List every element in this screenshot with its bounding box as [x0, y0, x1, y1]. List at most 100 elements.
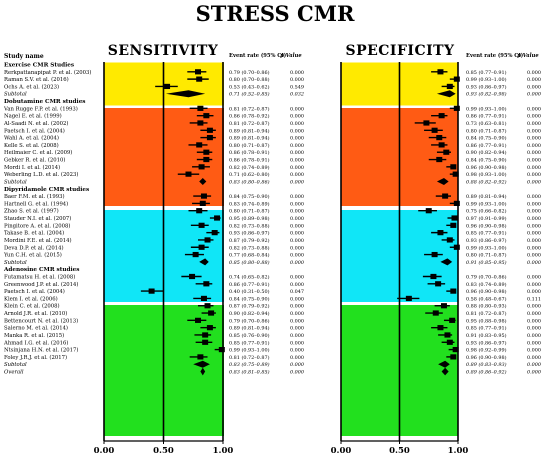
point-estimate-spec — [438, 113, 445, 119]
p-value-sens: 0.000 — [290, 355, 304, 361]
event-rate-sens: 0.86 (0.78–0.92) — [229, 113, 270, 120]
p-value-sens: 0.000 — [290, 362, 304, 368]
study-label: Paetsch I. et al. (2004) — [4, 127, 65, 134]
event-rate-sens: 0.77 (0.68–0.84) — [229, 252, 270, 259]
point-estimate-spec — [451, 215, 458, 221]
event-rate-sens: 0.87 (0.79–0.92) — [229, 303, 270, 310]
point-estimate-sens — [196, 76, 203, 82]
event-rate-spec: 0.95 (0.88–0.98) — [466, 317, 507, 324]
point-estimate-sens — [199, 200, 206, 206]
p-value-spec: 0.000 — [527, 216, 541, 222]
point-estimate-sens — [198, 164, 205, 170]
study-label: Gebker R. et al. (2010) — [4, 157, 65, 164]
point-estimate-spec — [436, 156, 443, 163]
p-value-sens: 0.000 — [290, 194, 304, 200]
event-rate-spec: 0.99 (0.93–1.00) — [466, 200, 507, 207]
point-estimate-spec — [443, 149, 450, 155]
event-rate-spec: 0.80 (0.71–0.87) — [466, 127, 507, 134]
group-heading: Dipyridamole CMR studies — [4, 187, 89, 193]
event-rate-spec: 0.96 (0.90–0.98) — [466, 354, 507, 361]
point-estimate-sens — [203, 281, 210, 287]
event-rate-spec: 0.93 (0.86–0.97) — [466, 339, 507, 346]
p-value-sens: 0.000 — [290, 274, 304, 280]
point-estimate-spec — [438, 142, 445, 148]
p-value-spec: 0.000 — [527, 92, 541, 98]
event-rate-sens: 0.82 (0.73–0.88) — [229, 244, 270, 251]
subtotal-label: Subtotal — [4, 362, 27, 368]
event-rate-sens: 0.71 (0.52–0.85) — [229, 91, 270, 98]
event-rate-sens: 0.93 (0.86–0.97) — [229, 230, 270, 237]
point-estimate-sens — [203, 149, 210, 155]
point-estimate-spec — [437, 230, 444, 236]
event-rate-sens: 0.85 (0.77–0.91) — [229, 339, 270, 346]
event-rate-spec: 0.93 (0.82–0.98) — [466, 91, 507, 98]
subtotal-diamond-sens — [199, 258, 209, 266]
p-value-sens: 0.549 — [290, 84, 304, 90]
p-value-sens: 0.000 — [290, 253, 304, 259]
study-label: Mordi I. et al. (2014) — [4, 164, 60, 171]
p-value-spec: 0.000 — [527, 84, 541, 90]
event-rate-sens: 0.99 (0.93–1.00) — [229, 347, 270, 354]
point-estimate-spec — [436, 135, 443, 141]
point-estimate-sens — [203, 113, 210, 119]
p-value-spec: 0.000 — [527, 333, 541, 339]
p-value-sens: 0.000 — [290, 260, 304, 266]
p-value-sens: 0.000 — [290, 333, 304, 339]
study-label: Bettencourt N. et al. (2013) — [4, 317, 78, 324]
event-rate-spec: 0.88 (0.82–0.92) — [466, 178, 507, 185]
study-label: Raman S.V. et al. (2016) — [4, 76, 69, 83]
event-rate-sens: 0.82 (0.74–0.89) — [229, 164, 270, 171]
p-value-spec: 0.000 — [527, 77, 541, 83]
event-rate-spec: 0.91 (0.83–0.95) — [466, 332, 507, 339]
study-label: Pingitore A. et al. (2008) — [4, 222, 70, 229]
event-rate-sens: 0.86 (0.78–0.91) — [229, 149, 270, 156]
event-rate-spec: 0.88 (0.80–0.93) — [466, 303, 507, 310]
event-rate-spec: 0.99 (0.93–1.00) — [466, 105, 507, 112]
study-label: Klein C. et al. (2008) — [4, 303, 60, 310]
p-value-sens: 0.000 — [290, 150, 304, 156]
column-header-p: p Value — [517, 53, 539, 59]
point-estimate-sens — [198, 244, 205, 250]
p-value-spec: 0.000 — [527, 128, 541, 134]
event-rate-sens: 0.81 (0.72–0.87) — [229, 105, 270, 112]
column-header-p: p Value — [280, 53, 302, 59]
point-estimate-sens — [206, 325, 213, 331]
subtotal-label: Subtotal — [4, 260, 27, 266]
point-estimate-sens — [198, 222, 205, 228]
subtotal-label: Subtotal — [4, 92, 27, 98]
p-value-spec: 0.000 — [527, 165, 541, 171]
p-value-sens: 0.000 — [290, 282, 304, 288]
event-rate-spec: 0.85 (0.77–0.91) — [466, 325, 507, 332]
p-value-sens: 0.000 — [290, 172, 304, 178]
event-rate-spec: 0.99 (0.93–1.00) — [466, 244, 507, 251]
study-label: Hartnell G. et al. (1994) — [4, 200, 68, 207]
event-rate-spec: 0.96 (0.90–0.98) — [466, 222, 507, 229]
p-value-spec: 0.000 — [527, 121, 541, 127]
p-value-spec: 0.000 — [527, 172, 541, 178]
study-label: Baer F.M. et al. (1993) — [4, 193, 65, 200]
p-value-sens: 0.000 — [290, 326, 304, 332]
event-rate-spec: 0.73 (0.63–0.81) — [466, 120, 507, 127]
x-tick-label: 0.50 — [153, 446, 174, 456]
study-label: Klem I. et al. (2006) — [4, 295, 58, 302]
event-rate-spec: 0.96 (0.90–0.98) — [466, 288, 507, 295]
point-estimate-sens — [206, 127, 213, 133]
study-label: Heilmaier C. et al. (2009) — [4, 149, 72, 156]
subtotal-diamond-sens — [193, 360, 210, 368]
p-value-spec: 0.000 — [527, 245, 541, 251]
study-label: Nagel E. et al. (1999) — [4, 113, 62, 120]
p-value-sens: 0.000 — [290, 348, 304, 354]
column-header-rate: Event rate (95% CI) — [229, 52, 286, 59]
group-heading: Exercise CMR Studies — [4, 63, 74, 69]
point-estimate-sens — [204, 303, 211, 309]
p-value-sens: 0.000 — [290, 77, 304, 83]
overall-diamond-spec — [441, 367, 449, 376]
point-estimate-sens — [196, 208, 203, 214]
event-rate-spec: 0.75 (0.66–0.82) — [466, 208, 507, 215]
point-estimate-spec — [450, 164, 457, 170]
p-value-sens: 0.000 — [290, 106, 304, 112]
point-estimate-spec — [430, 273, 437, 280]
point-estimate-spec — [423, 120, 430, 126]
p-value-sens: 0.047 — [290, 289, 304, 295]
